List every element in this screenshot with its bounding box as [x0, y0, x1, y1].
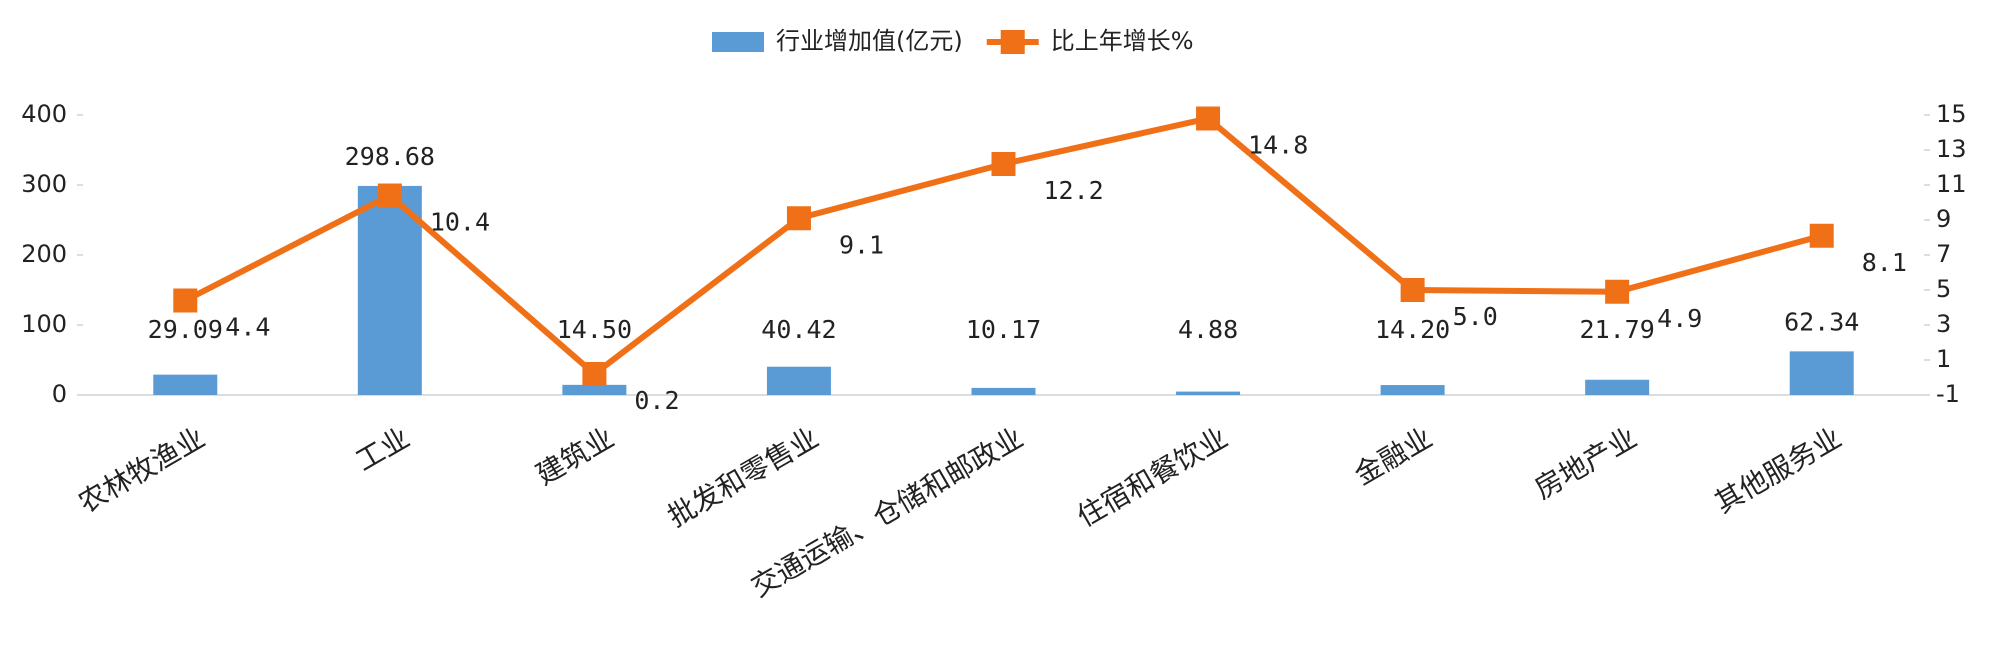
line-value-label: 12.2: [1044, 176, 1104, 205]
y2-tick-label: 1: [1936, 345, 1951, 373]
x-tick-label: 其他服务业: [1709, 421, 1847, 520]
line-marker: [173, 288, 198, 313]
y-tick-label: 0: [52, 380, 67, 408]
line-value-label: 9.1: [839, 230, 884, 259]
bar-value-label: 21.79: [1580, 315, 1655, 344]
y-tick-label: 100: [21, 310, 67, 338]
line-value-label: 10.4: [430, 208, 490, 237]
line-value-label: 4.9: [1657, 304, 1702, 333]
line-marker: [1196, 106, 1221, 131]
bar-value-label: 14.20: [1375, 315, 1450, 344]
bar: [1585, 379, 1650, 395]
x-tick-label: 农林牧渔业: [73, 421, 211, 520]
y2-tick-label: 9: [1936, 205, 1951, 233]
bar: [766, 366, 831, 395]
y2-tick-label: 7: [1936, 240, 1951, 268]
bar: [1176, 391, 1241, 395]
y2-tick-label: -1: [1936, 380, 1960, 408]
x-tick-label: 住宿和餐饮业: [1071, 421, 1233, 534]
bar-value-label: 29.09: [148, 315, 223, 344]
x-tick-label: 批发和零售业: [662, 421, 824, 534]
legend-swatch: [1000, 30, 1025, 54]
bar-value-label: 40.42: [761, 315, 836, 344]
bar: [153, 374, 218, 395]
x-tick-label: 房地产业: [1529, 421, 1643, 506]
y2-tick-label: 5: [1936, 275, 1951, 303]
x-tick-label: 建筑业: [530, 421, 619, 492]
y2-tick-label: 3: [1936, 310, 1951, 338]
y2-tick-label: 15: [1936, 100, 1967, 128]
x-tick-label: 金融业: [1349, 421, 1438, 492]
legend-swatch: [712, 32, 764, 52]
bar-value-label: 14.50: [557, 315, 632, 344]
y2-tick-label: 13: [1936, 135, 1967, 163]
legend-label: 比上年增长%: [1051, 27, 1194, 55]
bar: [562, 384, 627, 395]
bar: [1380, 385, 1445, 395]
line-marker: [991, 152, 1016, 176]
line-marker: [1809, 223, 1834, 248]
line-marker: [1400, 278, 1425, 302]
line-marker: [786, 206, 811, 231]
line-value-label: 0.2: [634, 386, 679, 415]
bar-value-label: 10.17: [966, 315, 1041, 344]
bar-value-label: 4.88: [1178, 315, 1238, 344]
line-value-label: 5.0: [1453, 302, 1498, 331]
y-tick-label: 300: [21, 170, 67, 198]
bar-value-label: 298.68: [345, 142, 435, 171]
line-marker: [582, 362, 607, 386]
bar: [971, 387, 1036, 395]
y-tick-label: 200: [21, 240, 67, 268]
bar: [357, 185, 422, 395]
line-value-label: 14.8: [1248, 131, 1308, 160]
bar: [1789, 351, 1854, 395]
line-value-label: 8.1: [1862, 248, 1907, 277]
y-tick-label: 400: [21, 100, 67, 128]
line-marker: [1605, 279, 1630, 304]
line-marker: [377, 183, 402, 208]
x-tick-label: 工业: [350, 421, 415, 478]
y2-tick-label: 11: [1936, 170, 1967, 198]
legend-label: 行业增加值(亿元): [776, 27, 963, 55]
line-value-label: 4.4: [225, 313, 270, 342]
bar-value-label: 62.34: [1784, 307, 1859, 336]
